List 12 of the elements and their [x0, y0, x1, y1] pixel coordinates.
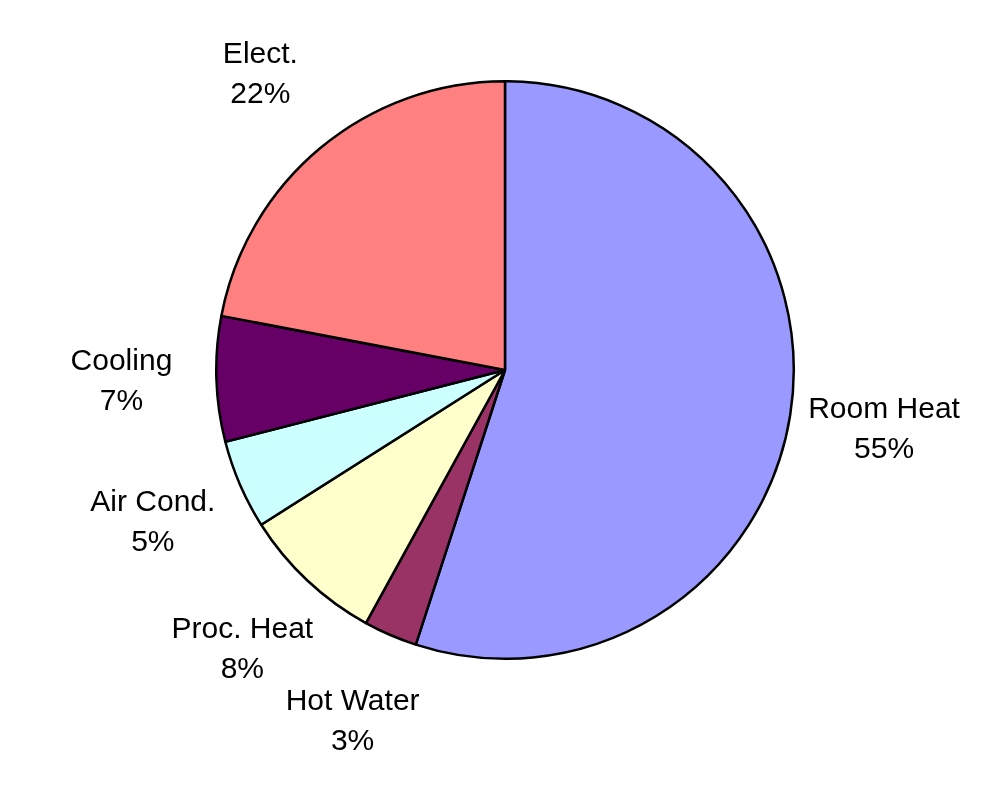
data-label: 55%: [854, 431, 915, 465]
data-label: 8%: [220, 651, 264, 685]
data-label: 7%: [99, 383, 144, 417]
data-label: 3%: [330, 723, 375, 757]
slice-label: Cooling: [70, 343, 173, 377]
slice-label: Elect.: [222, 35, 298, 69]
slice-label: Air Cond.: [90, 483, 216, 517]
data-label: 5%: [131, 523, 175, 557]
slice-label: Room Heat: [808, 391, 961, 425]
data-label: 22%: [230, 75, 291, 109]
slice-label: Proc. Heat: [171, 611, 314, 645]
slice-label: Hot Water: [285, 683, 420, 717]
